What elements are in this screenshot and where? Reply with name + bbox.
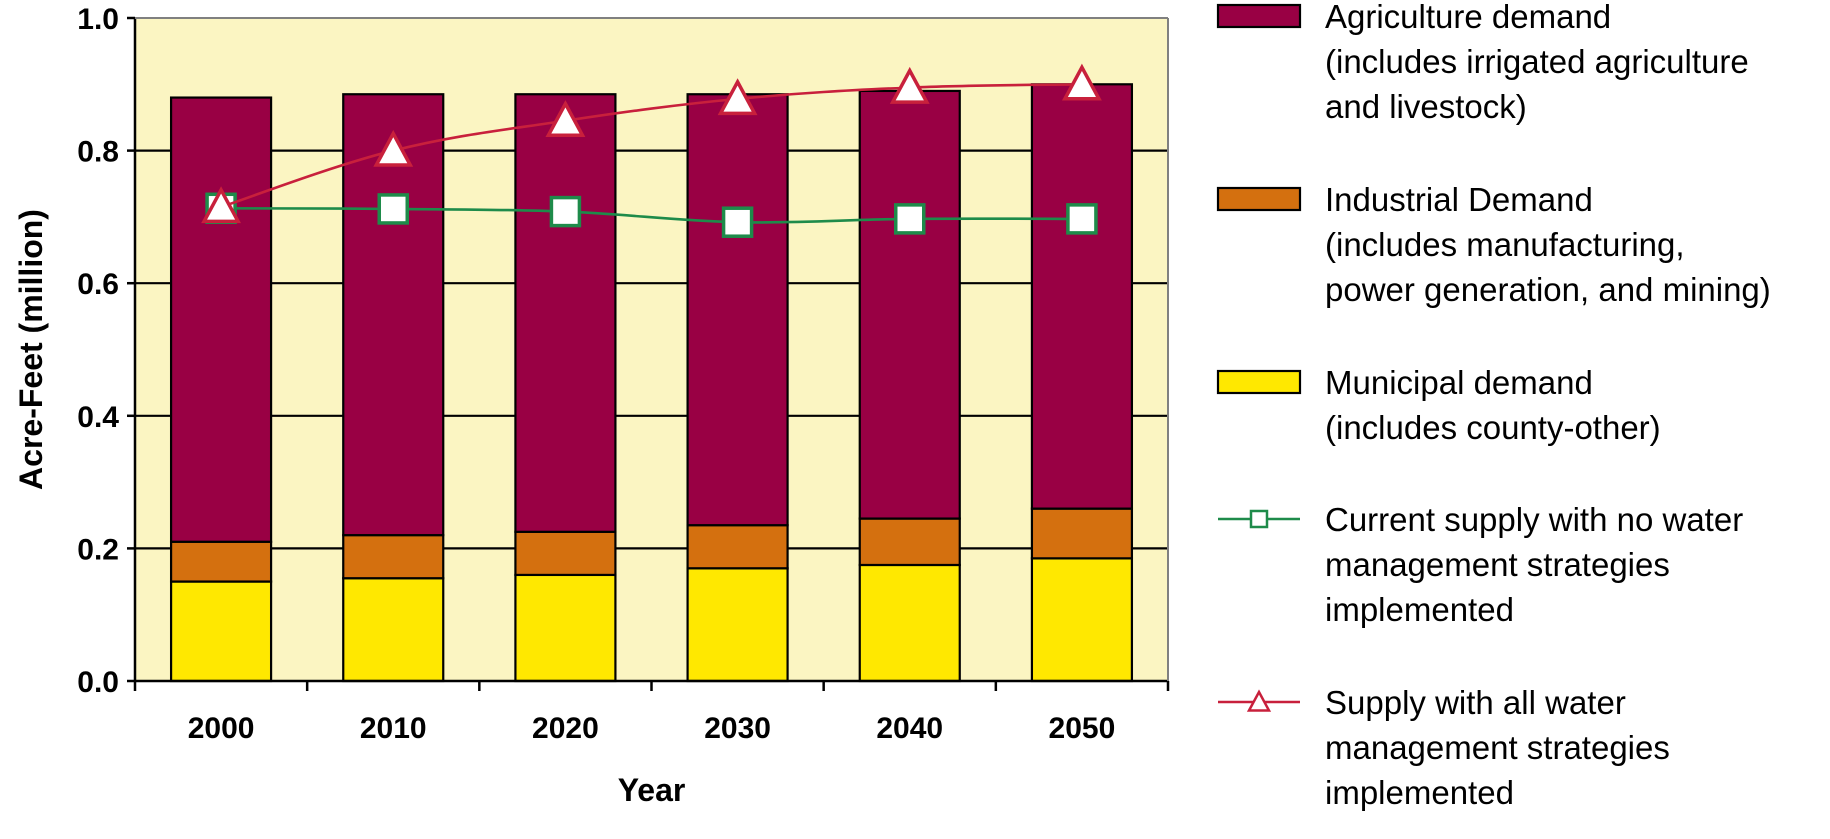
x-tick-label: 2020 bbox=[532, 712, 599, 745]
legend-label: implemented bbox=[1325, 591, 1514, 628]
bar-segment bbox=[858, 563, 961, 683]
bar-segment bbox=[514, 93, 617, 533]
triangle-marker bbox=[1061, 63, 1102, 101]
legend-label: (includes county-other) bbox=[1325, 409, 1661, 446]
x-tick-label: 2010 bbox=[360, 712, 427, 745]
square-marker bbox=[549, 195, 582, 228]
x-axis-title: Year bbox=[618, 772, 686, 808]
square-marker bbox=[721, 206, 754, 238]
grid-lines bbox=[135, 149, 1168, 550]
bar-segment bbox=[342, 534, 445, 580]
legend-triangle-marker bbox=[1246, 689, 1272, 712]
bar-segment bbox=[514, 573, 617, 683]
y-tick-label: 0.8 bbox=[77, 136, 119, 169]
supply-lines bbox=[201, 63, 1102, 238]
legend-label: Current supply with no water bbox=[1325, 501, 1743, 538]
bar-segment bbox=[342, 93, 445, 537]
y-tick-label: 0.6 bbox=[77, 268, 119, 301]
bar-segment bbox=[1030, 557, 1134, 683]
bar-segment bbox=[686, 524, 789, 570]
legend-label: management strategies bbox=[1325, 729, 1670, 766]
y-axis-title: Acre-Feet (million) bbox=[13, 209, 49, 490]
y-tick-label: 1.0 bbox=[77, 3, 119, 36]
legend-label: and livestock) bbox=[1325, 88, 1527, 125]
bars bbox=[169, 83, 1134, 683]
triangle-marker bbox=[545, 100, 586, 137]
bar-segment bbox=[169, 580, 273, 683]
bar-segment bbox=[858, 89, 961, 520]
x-tick-label: 2040 bbox=[876, 712, 943, 745]
legend: Agriculture demand (includes irrigated ag… bbox=[1216, 0, 1771, 811]
x-tick-label: 2000 bbox=[188, 712, 255, 745]
legend-label: Agriculture demand bbox=[1325, 0, 1611, 35]
legend-label: power generation, and mining) bbox=[1325, 271, 1771, 308]
square-marker bbox=[894, 203, 926, 235]
y-tick-label: 0.0 bbox=[77, 666, 119, 699]
bar-segment bbox=[1030, 83, 1134, 510]
triangle-marker bbox=[201, 186, 242, 224]
legend-swatch bbox=[1216, 186, 1302, 212]
x-tick-label: 2050 bbox=[1049, 712, 1116, 745]
bar-segment bbox=[686, 93, 789, 527]
triangle-marker bbox=[717, 78, 758, 116]
triangle-marker bbox=[889, 66, 930, 104]
legend-label: Municipal demand bbox=[1325, 364, 1593, 401]
bar-segment bbox=[514, 530, 617, 577]
square-marker bbox=[1066, 203, 1098, 235]
y-tick-label: 0.2 bbox=[77, 533, 119, 566]
legend-label: implemented bbox=[1325, 774, 1514, 811]
plot-area bbox=[135, 18, 1168, 681]
square-marker bbox=[377, 193, 409, 225]
bar-segment bbox=[169, 96, 273, 543]
legend-swatch bbox=[1216, 3, 1302, 29]
bar-segment bbox=[686, 567, 789, 683]
bar-segment bbox=[1030, 507, 1134, 560]
legend-swatch bbox=[1216, 369, 1302, 395]
bar-segment bbox=[169, 540, 273, 583]
x-tick-label: 2030 bbox=[704, 712, 771, 745]
y-tick-label: 0.4 bbox=[77, 401, 119, 434]
supply-line bbox=[220, 83, 1082, 209]
legend-label: (includes irrigated agriculture bbox=[1325, 43, 1749, 80]
legend-label: Industrial Demand bbox=[1325, 181, 1593, 218]
legend-label: management strategies bbox=[1325, 546, 1670, 583]
legend-label: Supply with all water bbox=[1325, 684, 1626, 721]
supply-line bbox=[221, 206, 1082, 224]
triangle-marker bbox=[373, 129, 414, 167]
axes: 0.0 0.2 0.4 0.6 0.8 1.0 2000 2010 2020 2030 2040 20… bbox=[13, 3, 1170, 808]
legend-label: (includes manufacturing, bbox=[1325, 226, 1685, 263]
legend-square-marker bbox=[1249, 509, 1269, 529]
bar-segment bbox=[342, 577, 445, 683]
bar-segment bbox=[858, 517, 961, 567]
